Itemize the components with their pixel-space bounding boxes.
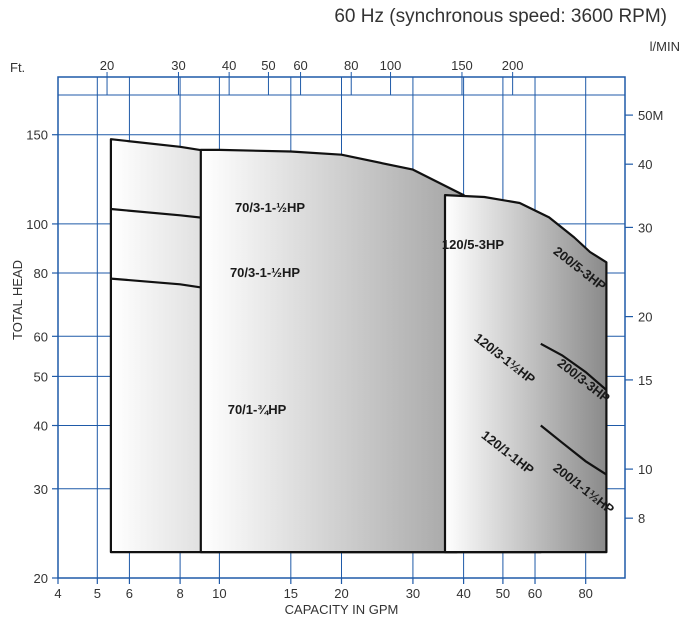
y-axis-title: TOTAL HEAD [10, 260, 25, 340]
y-tick-label: 50 [34, 369, 48, 384]
y-tick-label: 80 [34, 266, 48, 281]
x-tick-label: 30 [406, 586, 420, 601]
curve-200-1 [540, 342, 608, 391]
y-tick-label: 40 [34, 419, 48, 434]
x-tick-label: 60 [528, 586, 542, 601]
y-unit-label: Ft. [10, 60, 25, 75]
curve-200-2 [540, 424, 607, 476]
region-label: 70/1-¾HP [228, 402, 287, 417]
x-tick-label: 5 [94, 586, 101, 601]
x-tick-label: 20 [334, 586, 348, 601]
region-label: 120/5-3HP [442, 237, 504, 252]
x2-tick-label: 40 [222, 58, 236, 73]
y-tick-label: 150 [26, 128, 48, 143]
x-tick-label: 80 [578, 586, 592, 601]
x2-tick-label: 60 [293, 58, 307, 73]
y2-tick-label: 10 [638, 462, 652, 477]
x-tick-label: 40 [456, 586, 470, 601]
y2-tick-label: 15 [638, 373, 652, 388]
region-label: 70/3-1-½HP [235, 200, 305, 215]
x-tick-label: 6 [126, 586, 133, 601]
x2-tick-label: 20 [100, 58, 114, 73]
y2-tick-label: 8 [638, 511, 645, 526]
x2-tick-label: 50 [261, 58, 275, 73]
x-tick-label: 10 [212, 586, 226, 601]
x-tick-label: 15 [284, 586, 298, 601]
y2-tick-label: 30 [638, 220, 652, 235]
x-tick-label: 50 [496, 586, 510, 601]
x2-tick-label: 30 [171, 58, 185, 73]
x2-tick-label: 80 [344, 58, 358, 73]
plot-frame [57, 76, 626, 579]
region-200 [443, 194, 608, 554]
y-tick-label: 100 [26, 217, 48, 232]
y2-tick-label: 50M [638, 108, 663, 123]
x2-tick-label: 200 [502, 58, 524, 73]
chart-title: 60 Hz (synchronous speed: 3600 RPM) [334, 6, 667, 27]
x2-unit-label: l/MIN [650, 39, 680, 54]
plot-border [57, 76, 626, 579]
y-tick-label: 30 [34, 482, 48, 497]
x-tick-label: 8 [176, 586, 183, 601]
x2-tick-label: 100 [380, 58, 402, 73]
regions [109, 138, 608, 554]
x-tick-label: 4 [54, 586, 61, 601]
y2-tick-label: 40 [638, 157, 652, 172]
y2-tick-label: 20 [638, 310, 652, 325]
x2-tick-label: 150 [451, 58, 473, 73]
y-tick-label: 60 [34, 329, 48, 344]
y-tick-label: 20 [34, 571, 48, 586]
x-axis-title: CAPACITY IN GPM [285, 602, 399, 617]
region-label: 70/3-1-½HP [230, 265, 300, 280]
